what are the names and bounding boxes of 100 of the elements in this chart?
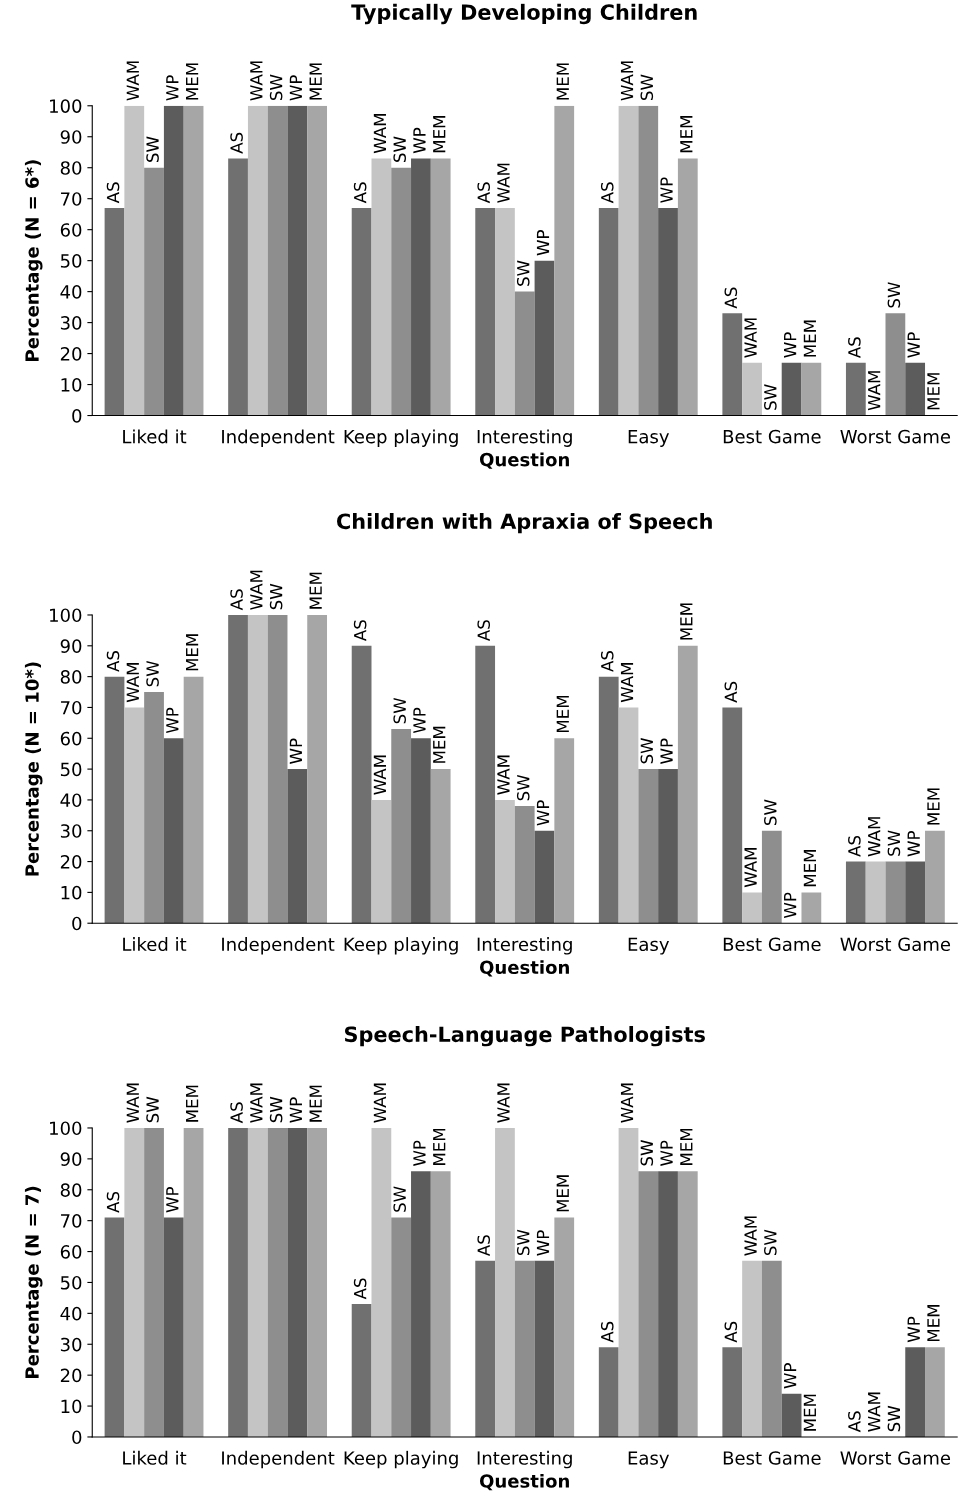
bar (722, 1347, 743, 1437)
text: MEM (186, 634, 199, 671)
x-tick-label: Liked it (123, 429, 187, 444)
text: SW (393, 136, 406, 162)
y-tick-label: 40 (60, 1306, 82, 1321)
text: MEM (433, 726, 446, 763)
bar (351, 207, 372, 416)
bar (554, 105, 575, 416)
y-tick-label: 50 (60, 762, 82, 777)
text: WAM (497, 163, 510, 203)
text: SW (146, 136, 159, 162)
text: SW (640, 74, 654, 101)
y-tick-label: 90 (60, 639, 82, 653)
bar (411, 738, 431, 924)
bar (391, 1217, 412, 1437)
bar (307, 614, 328, 924)
y-tick-label: 40 (60, 793, 82, 808)
y-tick-label: 10 (61, 378, 82, 392)
text: SW (764, 799, 777, 826)
text: WAM (620, 61, 634, 101)
bar (228, 614, 248, 924)
x-tick-label: Independent (222, 429, 335, 447)
text: WP (289, 738, 302, 764)
bar (742, 1260, 762, 1437)
bar (430, 1171, 451, 1437)
bar (371, 158, 392, 416)
bar (371, 1127, 392, 1437)
text: WAM (250, 1083, 263, 1123)
y-tick-label: 40 (60, 285, 82, 299)
bar (124, 1127, 145, 1437)
bar (905, 1347, 926, 1437)
text: AS (477, 620, 490, 642)
bar (163, 105, 184, 416)
bar (514, 806, 535, 924)
bar (247, 1127, 268, 1437)
bar (495, 207, 515, 416)
text: WAM (126, 663, 139, 703)
y-tick-label: 70 (61, 1214, 82, 1228)
y-tick-label: 60 (60, 731, 82, 746)
bar (495, 799, 515, 924)
text: WAM (744, 1216, 757, 1256)
bar (801, 892, 822, 924)
y-tick-label: 20 (60, 347, 82, 361)
text: SW (146, 1096, 159, 1123)
text: AS (230, 1102, 243, 1124)
y-axis-title: Percentage (N = 7) (24, 1186, 43, 1378)
x-tick-label: Worst Game (840, 1451, 951, 1465)
text: WP (536, 230, 550, 256)
bar (267, 614, 288, 924)
x-axis-title: Question (479, 960, 569, 977)
bar (267, 1127, 288, 1437)
text: MEM (433, 116, 446, 153)
bar (781, 362, 802, 416)
bar (658, 1171, 678, 1437)
text: WAM (373, 755, 386, 795)
bar (307, 1127, 328, 1437)
bar (658, 207, 678, 416)
text: SW (269, 74, 283, 101)
bar (677, 645, 698, 924)
x-axis-title: Question (479, 452, 569, 469)
text: AS (724, 287, 738, 309)
text: AS (600, 650, 614, 672)
text: SW (887, 1405, 901, 1432)
text: WAM (744, 848, 757, 888)
text: WAM (620, 1083, 634, 1123)
text: WP (166, 75, 179, 101)
text: AS (230, 132, 243, 154)
bar (124, 707, 145, 924)
bar (638, 769, 659, 924)
y-tick-label: 80 (60, 670, 82, 684)
bar (761, 830, 782, 924)
chart-title: Children with Apraxia of Speech (337, 513, 712, 534)
text: SW (764, 384, 777, 410)
x-tick-label: Liked it (123, 1450, 187, 1465)
text: WP (784, 332, 797, 358)
text: WP (660, 177, 673, 203)
text: MEM (556, 1175, 569, 1212)
text: AS (106, 1191, 120, 1213)
text: MEM (309, 1085, 322, 1122)
bar (144, 692, 164, 924)
x-tick-label: Best Game (723, 937, 821, 952)
bar (351, 1304, 372, 1437)
bar (247, 614, 268, 924)
bar (885, 313, 906, 416)
text: SW (516, 260, 530, 286)
x-tick-label: Worst Game (840, 429, 951, 444)
text: SW (640, 1140, 654, 1166)
text: AS (477, 182, 490, 204)
text: WAM (497, 1083, 510, 1123)
bar (534, 830, 555, 924)
text: MEM (927, 1305, 940, 1342)
y-tick-label: 30 (60, 824, 82, 838)
bar (163, 1217, 184, 1437)
y-tick-label: 90 (60, 130, 82, 144)
y-tick-label: 10 (61, 885, 82, 900)
bar (781, 1393, 802, 1437)
text: SW (887, 830, 901, 856)
text: WAM (126, 1083, 139, 1123)
text: MEM (433, 1128, 446, 1165)
bar (228, 1127, 248, 1437)
